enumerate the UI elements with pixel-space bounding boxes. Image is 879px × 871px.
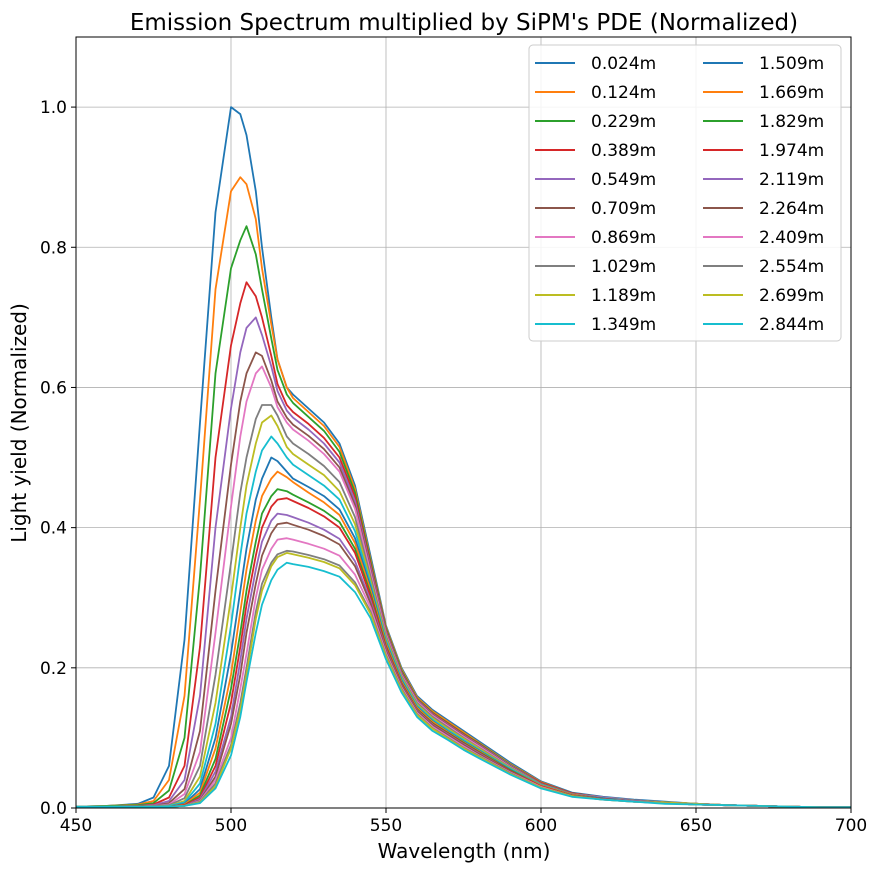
x-tick-label: 700 [835,816,867,836]
y-tick-label: 0.8 [40,238,67,258]
x-axis-label: Wavelength (nm) [378,839,551,863]
legend-label: 1.029m [591,257,656,277]
legend-label: 1.189m [591,286,656,306]
x-axis-ticks: 450 500 550 600 650 700 [60,808,867,836]
series-line-2.409m [76,537,851,809]
legend-label: 0.229m [591,112,656,132]
plot-lines [75,106,851,809]
legend-label: 2.554m [759,257,824,277]
legend: 0.024m 0.124m 0.229m 0.389m 0.549m 0.709m 0.86… [528,44,842,342]
series-line-1.349m [76,435,851,809]
series-line-2.844m [76,561,851,809]
legend-label: 0.549m [591,170,656,190]
legend-label: 1.669m [759,83,824,103]
x-tick-label: 550 [370,816,402,836]
x-tick-label: 500 [215,816,247,836]
chart-title: Emission Spectrum multiplied by SiPM's P… [130,10,798,36]
x-tick-label: 650 [680,816,712,836]
legend-label: 0.709m [591,199,656,219]
legend-label: 0.389m [591,141,656,161]
legend-label: 2.409m [759,228,824,248]
y-tick-label: 0.6 [40,378,67,398]
y-axis-label: Light yield (Normalized) [7,303,31,543]
x-tick-label: 600 [525,816,557,836]
legend-items: 0.024m 0.124m 0.229m 0.389m 0.549m 0.709m 0.86… [535,54,824,335]
y-tick-label: 0.4 [40,519,67,539]
legend-label: 2.844m [759,315,824,335]
legend-label: 1.974m [759,141,824,161]
series-line-1.509m [76,456,851,809]
legend-label: 2.119m [759,170,824,190]
legend-label: 0.869m [591,228,656,248]
legend-label: 0.124m [591,83,656,103]
legend-label: 1.829m [759,112,824,132]
x-tick-label: 450 [60,816,92,836]
legend-box [528,44,842,342]
legend-label: 2.699m [759,286,824,306]
y-tick-label: 0.0 [40,799,67,819]
series-line-0.389m [76,281,851,809]
legend-label: 1.349m [591,315,656,335]
plot-frame [75,36,852,809]
legend-label: 2.264m [759,199,824,219]
y-axis-ticks: 0.0 0.2 0.4 0.6 0.8 1.0 [40,98,76,819]
y-tick-label: 1.0 [40,98,67,118]
legend-label: 0.024m [591,54,656,74]
y-tick-label: 0.2 [40,659,67,679]
legend-label: 1.509m [759,54,824,74]
